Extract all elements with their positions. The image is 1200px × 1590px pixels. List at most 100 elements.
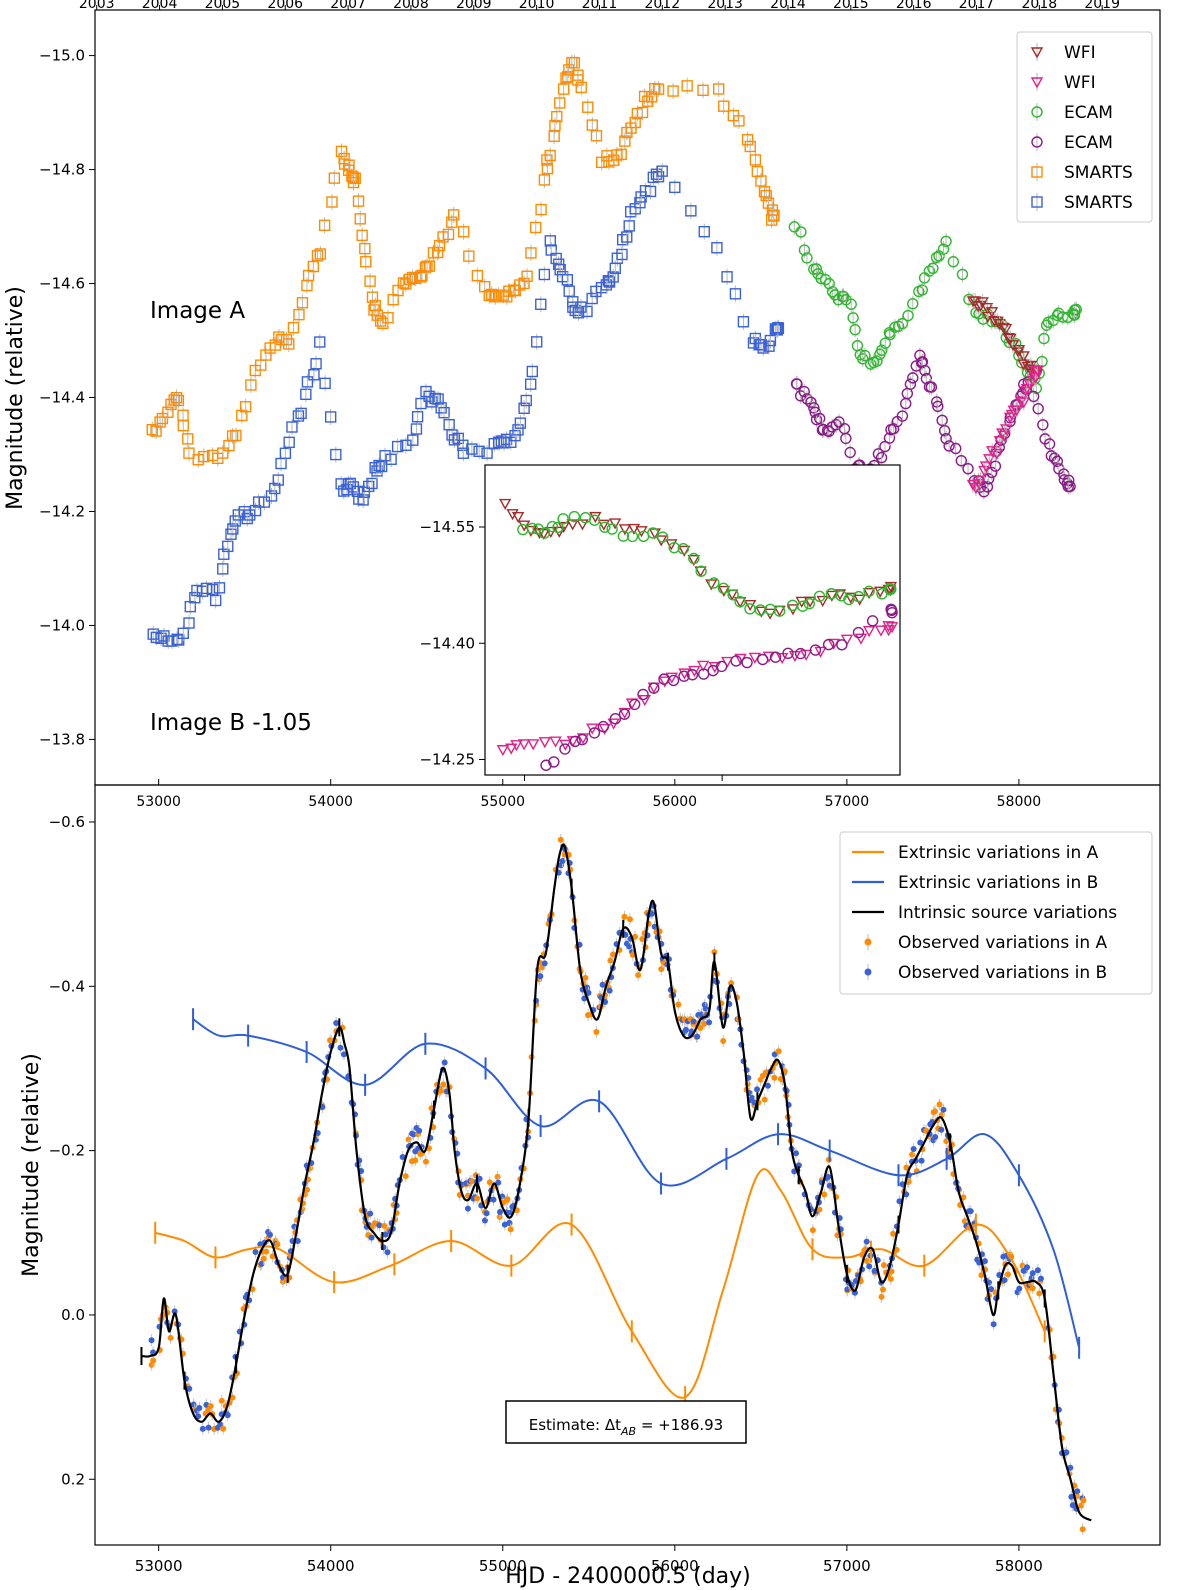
data-point	[586, 292, 598, 305]
observed-point-A	[658, 966, 665, 973]
data-point	[335, 145, 348, 158]
data-point	[172, 394, 185, 407]
observed-point-B	[988, 1286, 995, 1293]
bottom-x-tick-label: 56000	[651, 1557, 699, 1575]
data-point	[989, 460, 1002, 472]
observed-point-A	[761, 1096, 768, 1103]
observed-point-A	[610, 951, 617, 958]
data-point	[771, 323, 783, 336]
legend-label: Intrinsic source variations	[898, 903, 1117, 923]
inset-point	[557, 513, 569, 525]
inset-point	[532, 523, 544, 535]
inset-point	[617, 530, 630, 542]
observed-point-A	[821, 1191, 828, 1198]
data-point	[590, 130, 603, 142]
observed-point-B	[340, 1051, 347, 1058]
observed-point-B	[771, 1051, 778, 1058]
inset-point	[586, 723, 599, 735]
data-point	[669, 181, 681, 194]
top-x-tick-label: 55000	[480, 794, 525, 810]
data-point	[538, 174, 551, 186]
data-point	[600, 279, 613, 291]
observed-point-B	[382, 1231, 389, 1238]
data-point	[183, 617, 195, 629]
observed-point-B	[910, 1145, 917, 1152]
bottom-x-tick-label: 55000	[479, 1557, 527, 1575]
data-point	[481, 447, 493, 459]
inset-point	[852, 590, 865, 603]
data-point	[357, 494, 369, 506]
observed-point-A	[711, 949, 718, 956]
top-y-tick-label: −14.6	[39, 275, 85, 293]
inset-point	[618, 708, 631, 720]
data-point	[749, 154, 762, 166]
data-point	[222, 540, 234, 553]
inset-point	[687, 554, 700, 567]
observed-point-A	[635, 972, 642, 979]
observed-point-A	[402, 1173, 409, 1180]
inset-point	[866, 615, 879, 627]
inset-point	[549, 736, 562, 748]
top-year-label: 2017	[959, 0, 995, 12]
bottom-y-tick-label: −0.2	[49, 1142, 85, 1160]
observed-point-A	[412, 1157, 419, 1164]
estimate-value: = +186.93	[636, 1416, 723, 1434]
data-point	[568, 57, 581, 69]
inset-point	[803, 598, 815, 610]
inset-point	[568, 510, 581, 523]
data-point	[249, 504, 262, 517]
observed-point-A	[422, 1158, 429, 1165]
data-point	[810, 263, 823, 275]
inset-point	[648, 682, 660, 694]
bottom-legend-box	[839, 831, 1153, 995]
data-point	[273, 331, 285, 343]
data-point	[314, 248, 327, 260]
legend-label: ECAM	[1064, 133, 1113, 153]
legend-marker	[1031, 196, 1043, 208]
observed-point-B	[1016, 1285, 1023, 1292]
inset-point	[833, 589, 847, 601]
observed-point-B	[196, 1404, 203, 1411]
top-y-tick-label: −14.0	[39, 616, 85, 634]
observed-point-B	[896, 1198, 903, 1205]
observed-point-B	[416, 1127, 423, 1134]
legend-point	[864, 968, 872, 976]
data-point	[432, 393, 444, 405]
data-point	[943, 440, 955, 452]
observed-point-A	[905, 1178, 912, 1185]
observed-point-B	[1063, 1449, 1070, 1456]
observed-point-A	[1080, 1497, 1087, 1504]
inset-point	[822, 638, 835, 651]
observed-point-B	[258, 1260, 265, 1267]
data-point	[463, 250, 475, 262]
legend-label: WFI	[1064, 73, 1096, 93]
observed-point-B	[940, 1106, 947, 1113]
data-point	[283, 338, 295, 350]
data-point	[318, 219, 331, 232]
observed-point-B	[376, 1222, 383, 1229]
data-point	[419, 261, 432, 274]
inset-frame	[484, 464, 901, 776]
data-point	[433, 239, 446, 252]
data-point	[356, 229, 368, 242]
bottom-panel-ticks: 53000 54000 55000 56000 57000 58000 0.2 0.0 −0.2…	[49, 813, 1043, 1575]
data-point	[644, 185, 657, 198]
top-panel-ticks: 2003 2004 2005 2006 2007 2008 2009 2010 2011 2012…	[39, 0, 1120, 810]
data-point	[364, 275, 376, 287]
data-point	[229, 515, 241, 527]
data-point	[241, 512, 253, 525]
observed-point-B	[606, 987, 613, 994]
observed-point-A	[1004, 1271, 1011, 1278]
top-year-label: 2018	[1022, 0, 1058, 12]
observed-point-B	[1001, 1277, 1008, 1284]
observed-point-B	[495, 1179, 502, 1186]
data-point	[561, 274, 574, 286]
top-y-tick-label: −15.0	[39, 47, 85, 65]
data-point	[974, 475, 987, 487]
data-point	[324, 411, 337, 423]
data-point	[572, 74, 584, 86]
inset-point	[688, 552, 700, 565]
bottom-y-tick-label: −0.6	[49, 813, 85, 831]
data-point	[721, 271, 733, 283]
data-point	[758, 186, 771, 198]
